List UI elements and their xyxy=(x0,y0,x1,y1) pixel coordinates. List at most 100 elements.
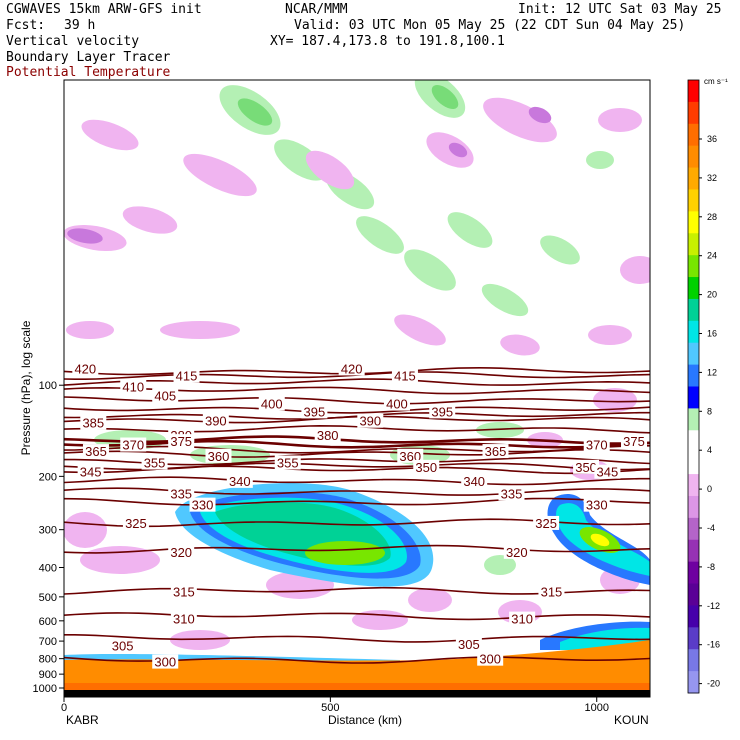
theta-contour-line xyxy=(64,424,650,434)
theta-contour-label: 335 xyxy=(501,487,523,502)
theta-label-bg xyxy=(461,473,488,488)
w-field-region xyxy=(500,334,540,356)
theta-label-bg xyxy=(141,455,168,470)
theta-label-bg xyxy=(120,437,147,452)
y-tick-label: 300 xyxy=(39,525,57,537)
w-field-region xyxy=(394,314,446,346)
colorbar-swatch xyxy=(688,211,699,234)
theta-contour-label: 305 xyxy=(112,639,134,654)
theta-contour-label: 370 xyxy=(586,438,608,453)
w-field-region xyxy=(586,151,614,169)
theta-label-bg xyxy=(168,434,195,449)
x-tick-label: 500 xyxy=(321,702,339,714)
y-tick-label: 400 xyxy=(39,563,57,575)
colorbar-label: -8 xyxy=(707,562,715,572)
theta-contour-label: 410 xyxy=(122,380,144,395)
colorbar-swatch xyxy=(688,408,699,431)
theta-label-bg xyxy=(413,459,440,474)
theta-contour-label: 390 xyxy=(205,414,227,429)
theta-contour-line xyxy=(64,406,650,414)
theta-label-bg xyxy=(338,361,365,376)
colorbar-swatch xyxy=(688,233,699,256)
w-field-region xyxy=(431,85,459,109)
theta-contour-label: 315 xyxy=(541,584,563,599)
colorbar-swatch xyxy=(688,145,699,169)
colorbar-swatch xyxy=(688,430,699,453)
theta-label-bg xyxy=(205,448,232,463)
x-tick-label: 1000 xyxy=(584,702,608,714)
theta-contour-line xyxy=(64,378,650,386)
theta-label-bg xyxy=(573,459,600,474)
org-label: NCAR/MMM xyxy=(285,2,348,17)
theta-contour-label: 355 xyxy=(277,456,299,471)
theta-label-bg xyxy=(258,396,285,411)
theta-contour-label: 405 xyxy=(154,388,176,403)
w-field-region xyxy=(352,610,408,630)
theta-contour-label: 300 xyxy=(479,652,501,667)
x-axis-ticks: 0 500 1000 xyxy=(61,697,609,714)
theta-label-bg xyxy=(189,497,216,512)
field-potential-temperature: Potential Temperature xyxy=(6,65,171,80)
w-field-region xyxy=(237,98,273,126)
theta-contour-label: 335 xyxy=(170,487,192,502)
theta-label-bg xyxy=(173,368,200,383)
colorbar-label: -4 xyxy=(707,523,715,533)
colorbar-swatch xyxy=(688,583,699,606)
colorbar-label: 32 xyxy=(707,173,717,183)
colorbar-swatch xyxy=(688,386,699,409)
theta-contour-label: 310 xyxy=(511,612,533,627)
theta-label-bg xyxy=(538,584,565,599)
theta-contour-label: 330 xyxy=(586,498,608,513)
theta-contour-label: 340 xyxy=(463,474,485,489)
theta-label-bg xyxy=(533,515,560,530)
w-field-region xyxy=(447,212,493,248)
theta-contour-label: 325 xyxy=(125,516,147,531)
theta-contour-label: 305 xyxy=(458,637,480,652)
theta-label-bg xyxy=(274,455,301,470)
theta-label-bg xyxy=(314,427,341,442)
theta-contour-line xyxy=(64,449,650,458)
theta-label-bg xyxy=(168,486,195,501)
theta-contour-label: 420 xyxy=(74,361,96,376)
colorbar-swatch xyxy=(688,298,699,322)
colorbar-label: 0 xyxy=(707,484,712,494)
field-boundary-layer-tracer: Boundary Layer Tracer xyxy=(6,50,171,65)
theta-contour-line xyxy=(64,612,650,621)
theta-contour-label: 340 xyxy=(229,474,251,489)
theta-label-bg xyxy=(170,611,197,626)
theta-label-bg xyxy=(152,654,179,669)
y-tick-label: 700 xyxy=(39,636,57,648)
theta-contour-label: 395 xyxy=(431,404,453,419)
theta-contour-labels: 420 420 415 415 410 405 400 400 395 395 390 390 385 3… xyxy=(72,361,648,670)
plot-frame xyxy=(63,79,651,698)
w-field-region xyxy=(528,106,552,124)
w-field-region xyxy=(170,630,230,650)
colorbar-label: -20 xyxy=(707,679,720,689)
colorbar-label: 4 xyxy=(707,445,712,455)
theta-label-bg xyxy=(429,404,456,419)
y-axis-ticks: 100 200 300 400 500 600 700 800 900 1000 xyxy=(33,380,64,695)
theta-label-bg xyxy=(152,388,179,403)
colorbar-label: 24 xyxy=(707,251,717,261)
y-tick-label: 100 xyxy=(39,380,57,392)
theta-contour-label: 300 xyxy=(154,655,176,670)
theta-contour-label: 355 xyxy=(144,456,166,471)
w-field-region xyxy=(305,150,355,190)
colorbar-label: 36 xyxy=(707,134,717,144)
y-tick-label: 900 xyxy=(39,669,57,681)
colorbar-swatch xyxy=(688,517,699,541)
theta-contour-line xyxy=(64,634,650,643)
colorbar-swatch xyxy=(688,101,699,125)
theta-contour-line xyxy=(64,415,650,424)
w-field-region xyxy=(588,325,632,345)
colorbar-label: 20 xyxy=(707,290,717,300)
model-title: CGWAVES 15km ARW-GFS init xyxy=(6,2,202,17)
theta-label-bg xyxy=(77,464,104,479)
theta-contour-label: 350 xyxy=(575,460,597,475)
colorbar-swatch xyxy=(688,80,699,103)
theta-label-bg xyxy=(80,415,107,430)
colorbar: 36 32 28 24 20 16 12 8 4 0 -4 -8 -12 -16 -20 xyxy=(687,79,720,694)
colorbar-swatch xyxy=(688,671,699,694)
w-field-updraft xyxy=(590,533,610,547)
colorbar-swatch xyxy=(688,561,699,585)
